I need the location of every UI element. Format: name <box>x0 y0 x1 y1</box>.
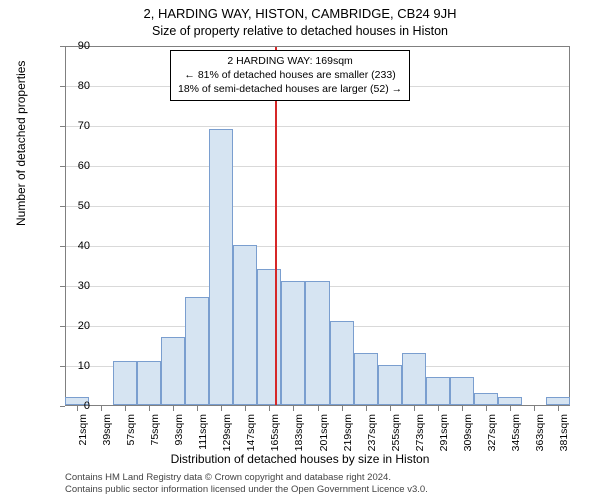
histogram-bar <box>209 129 233 405</box>
reference-line <box>275 47 277 405</box>
xtick-label: 381sqm <box>558 414 570 454</box>
annotation-line: 2 HARDING WAY: 169sqm <box>178 54 402 68</box>
histogram-bar <box>233 245 257 405</box>
histogram-bar <box>137 361 161 405</box>
xtick-mark <box>77 406 78 411</box>
xtick-mark <box>366 406 367 411</box>
xtick-label: 201sqm <box>318 414 330 454</box>
attribution-line: Contains HM Land Registry data © Crown c… <box>65 472 428 484</box>
ytick-mark <box>60 46 65 47</box>
gridline <box>66 246 569 247</box>
gridline <box>66 126 569 127</box>
xtick-mark <box>221 406 222 411</box>
ytick-label: 60 <box>78 160 90 172</box>
histogram-bar <box>426 377 450 405</box>
xtick-mark <box>486 406 487 411</box>
ytick-label: 70 <box>78 120 90 132</box>
ytick-mark <box>60 326 65 327</box>
xtick-label: 21sqm <box>77 414 89 454</box>
xtick-label: 111sqm <box>197 414 209 454</box>
xtick-mark <box>534 406 535 411</box>
xtick-label: 147sqm <box>245 414 257 454</box>
xtick-label: 129sqm <box>221 414 233 454</box>
xtick-label: 165sqm <box>269 414 281 454</box>
xtick-mark <box>149 406 150 411</box>
ytick-label: 30 <box>78 280 90 292</box>
chart-subtitle: Size of property relative to detached ho… <box>0 24 600 38</box>
histogram-bar <box>474 393 498 405</box>
histogram-bar <box>305 281 329 405</box>
xtick-mark <box>125 406 126 411</box>
ytick-label: 10 <box>78 360 90 372</box>
ytick-mark <box>60 246 65 247</box>
histogram-bar <box>161 337 185 405</box>
annotation-line: ← 81% of detached houses are smaller (23… <box>178 68 402 82</box>
xtick-label: 39sqm <box>101 414 113 454</box>
xtick-label: 255sqm <box>390 414 402 454</box>
histogram-bar <box>450 377 474 405</box>
gridline <box>66 166 569 167</box>
histogram-bar <box>498 397 522 405</box>
xtick-mark <box>390 406 391 411</box>
xtick-mark <box>462 406 463 411</box>
histogram-bar <box>185 297 209 405</box>
histogram-bar <box>378 365 402 405</box>
histogram-bar <box>113 361 137 405</box>
ytick-label: 50 <box>78 200 90 212</box>
attribution-line: Contains public sector information licen… <box>65 484 428 496</box>
xtick-label: 183sqm <box>293 414 305 454</box>
xtick-label: 291sqm <box>438 414 450 454</box>
xtick-mark <box>510 406 511 411</box>
ytick-mark <box>60 126 65 127</box>
ytick-label: 40 <box>78 240 90 252</box>
y-axis-label: Number of detached properties <box>14 61 28 226</box>
xtick-label: 75sqm <box>149 414 161 454</box>
ytick-mark <box>60 366 65 367</box>
xtick-label: 57sqm <box>125 414 137 454</box>
xtick-label: 237sqm <box>366 414 378 454</box>
histogram-bar <box>546 397 570 405</box>
histogram-bar <box>402 353 426 405</box>
ytick-mark <box>60 206 65 207</box>
xtick-mark <box>245 406 246 411</box>
x-axis-label: Distribution of detached houses by size … <box>0 452 600 466</box>
histogram-bar <box>257 269 281 405</box>
xtick-label: 327sqm <box>486 414 498 454</box>
histogram-bar <box>281 281 305 405</box>
ytick-mark <box>60 166 65 167</box>
ytick-label: 20 <box>78 320 90 332</box>
xtick-mark <box>438 406 439 411</box>
annotation-line: 18% of semi-detached houses are larger (… <box>178 82 402 96</box>
attribution-text: Contains HM Land Registry data © Crown c… <box>65 472 428 497</box>
ytick-label: 90 <box>78 40 90 52</box>
ytick-mark <box>60 286 65 287</box>
ytick-mark <box>60 86 65 87</box>
xtick-mark <box>269 406 270 411</box>
ytick-mark <box>60 406 65 407</box>
xtick-label: 273sqm <box>414 414 426 454</box>
xtick-mark <box>173 406 174 411</box>
histogram-bar <box>330 321 354 405</box>
xtick-label: 363sqm <box>534 414 546 454</box>
xtick-mark <box>293 406 294 411</box>
xtick-mark <box>342 406 343 411</box>
xtick-label: 345sqm <box>510 414 522 454</box>
gridline <box>66 206 569 207</box>
ytick-label: 0 <box>84 400 90 412</box>
xtick-mark <box>101 406 102 411</box>
histogram-bar <box>354 353 378 405</box>
xtick-label: 93sqm <box>173 414 185 454</box>
xtick-mark <box>558 406 559 411</box>
xtick-label: 309sqm <box>462 414 474 454</box>
xtick-mark <box>414 406 415 411</box>
xtick-label: 219sqm <box>342 414 354 454</box>
ytick-label: 80 <box>78 80 90 92</box>
page-title: 2, HARDING WAY, HISTON, CAMBRIDGE, CB24 … <box>0 6 600 21</box>
xtick-mark <box>318 406 319 411</box>
xtick-mark <box>197 406 198 411</box>
annotation-box: 2 HARDING WAY: 169sqm← 81% of detached h… <box>170 50 410 101</box>
